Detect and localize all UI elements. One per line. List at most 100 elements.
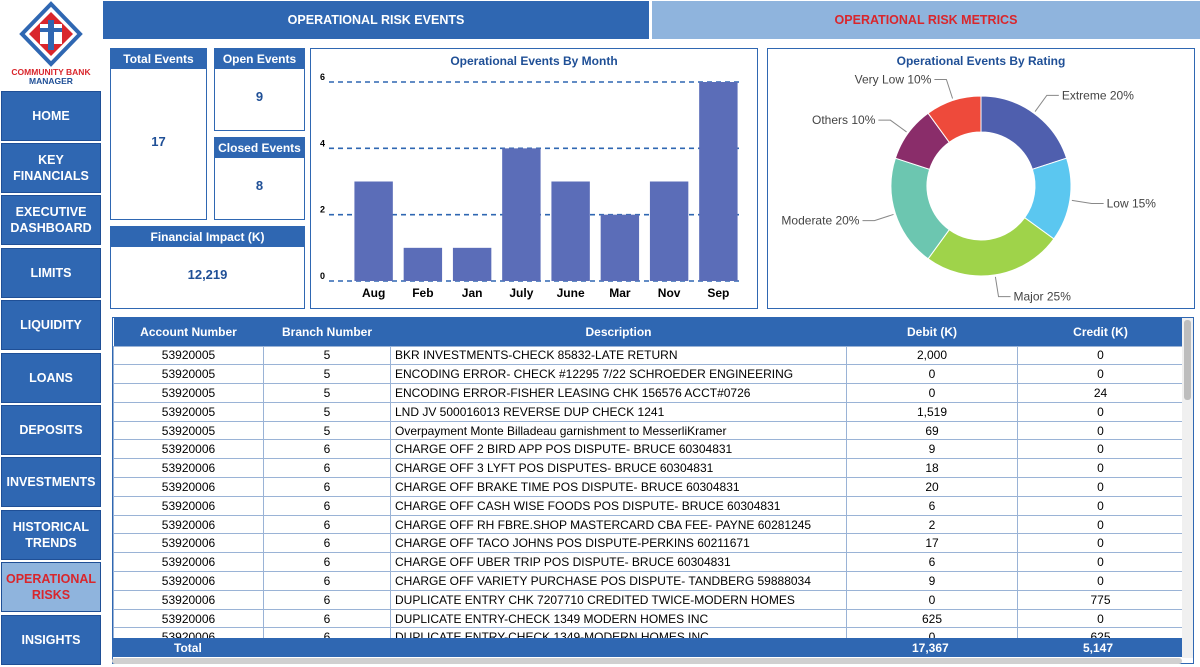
slice-leader-line: [934, 78, 954, 99]
cell-debit: 2,000: [846, 345, 1018, 366]
bar-jan[interactable]: [452, 247, 492, 281]
events-by-rating-chart: Extreme 20% Low 15% Major 25% Moderate 20% O…: [781, 72, 1156, 303]
slice-very[interactable]: [927, 95, 982, 144]
kpi-closed-events: Closed Events 8: [214, 137, 305, 220]
total-credit: 5,147: [1083, 641, 1114, 655]
cell-description: Overpayment Monte Billadeau garnishment …: [390, 420, 847, 441]
table-row[interactable]: 53920006 6 CHARGE OFF 3 LYFT POS DISPUTES-…: [113, 458, 1184, 479]
x-tick-label: Sep: [707, 286, 729, 300]
nav-insights[interactable]: INSIGHTS: [1, 615, 101, 665]
cell-credit: 0: [1017, 401, 1184, 422]
x-tick-label: Jan: [462, 286, 483, 300]
tab-operational-risk-events[interactable]: OPERATIONAL RISK EVENTS: [103, 1, 649, 39]
cell-branch-number: 6: [263, 589, 391, 610]
col-debit[interactable]: Debit (K): [846, 318, 1018, 346]
y-tick-label: 2: [320, 205, 325, 215]
table-row[interactable]: 53920006 6 CHARGE OFF TACO JOHNS POS DISPU…: [113, 533, 1184, 554]
col-credit[interactable]: Credit (K): [1017, 318, 1184, 346]
cell-branch-number: 6: [263, 477, 391, 497]
slice-leader-line: [878, 119, 907, 133]
cell-debit: 0: [846, 589, 1018, 610]
cell-debit: 625: [846, 608, 1018, 629]
y-tick-label: 4: [320, 138, 325, 148]
tab-operational-risk-metrics[interactable]: OPERATIONAL RISK METRICS: [652, 1, 1200, 39]
kpi-financial-impact-label: Financial Impact (K): [111, 227, 304, 247]
kpi-total-events-label: Total Events: [111, 49, 206, 69]
cell-account-number: 53920006: [113, 533, 264, 554]
kpi-financial-impact: Financial Impact (K) 12,219: [110, 226, 305, 309]
cell-debit: 20: [846, 477, 1018, 497]
cell-branch-number: 6: [263, 495, 391, 516]
nav-executive-dashboard[interactable]: EXECUTIVE DASHBOARD: [1, 195, 101, 245]
table-vertical-scrollbar[interactable]: [1182, 318, 1193, 658]
table-row[interactable]: 53920006 6 DUPLICATE ENTRY CHK 7207710 CRE…: [113, 589, 1184, 610]
nav-limits[interactable]: LIMITS: [1, 248, 101, 298]
table-row[interactable]: 53920006 6 DUPLICATE ENTRY-CHECK 1349 MODE…: [113, 608, 1184, 629]
cell-account-number: 53920005: [113, 383, 264, 403]
cell-description: CHARGE OFF UBER TRIP POS DISPUTE- BRUCE …: [390, 552, 847, 573]
nav-key-financials[interactable]: KEY FINANCIALS: [1, 143, 101, 193]
bar-july[interactable]: [502, 148, 541, 281]
cell-branch-number: 5: [263, 383, 391, 403]
cell-branch-number: 5: [263, 345, 391, 366]
cell-credit: 0: [1017, 345, 1184, 366]
table-row[interactable]: 53920006 6 CHARGE OFF BRAKE TIME POS DISPU…: [113, 477, 1184, 497]
col-branch-number[interactable]: Branch Number: [263, 318, 391, 346]
bar-mar[interactable]: [600, 214, 640, 281]
nav-historical-trends[interactable]: HISTORICAL TRENDS: [1, 510, 101, 560]
slice-extreme[interactable]: [980, 95, 1068, 170]
cell-credit: 0: [1017, 552, 1184, 573]
cell-branch-number: 6: [263, 571, 391, 591]
events-by-month-chart: 0 2 4 6 Aug Feb Jan July June Mar Nov Sep: [320, 72, 743, 300]
kpi-open-events: Open Events 9: [214, 48, 305, 131]
slice-major[interactable]: [927, 217, 1055, 277]
cell-description: DUPLICATE ENTRY-CHECK 1349 MODERN HOMES …: [390, 608, 847, 629]
cell-account-number: 53920006: [113, 495, 264, 516]
cell-debit: 2: [846, 514, 1018, 535]
nav-investments[interactable]: INVESTMENTS: [1, 457, 101, 507]
table-row[interactable]: 53920006 6 CHARGE OFF RH FBRE.SHOP MASTERC…: [113, 514, 1184, 535]
cell-description: CHARGE OFF TACO JOHNS POS DISPUTE-PERKIN…: [390, 533, 847, 554]
col-description[interactable]: Description: [390, 318, 847, 346]
table-row[interactable]: 53920006 6 CHARGE OFF UBER TRIP POS DISPUT…: [113, 552, 1184, 573]
nav-liquidity[interactable]: LIQUIDITY: [1, 300, 101, 350]
nav-loans[interactable]: LOANS: [1, 353, 101, 403]
table-row[interactable]: 53920006 6 CHARGE OFF CASH WISE FOODS POS …: [113, 495, 1184, 516]
bar-sep[interactable]: [699, 82, 738, 281]
slice-label: Extreme 20%: [1062, 88, 1134, 102]
table-scroll-thumb[interactable]: [1184, 320, 1191, 400]
cell-debit: 1,519: [846, 401, 1018, 422]
cell-description: BKR INVESTMENTS-CHECK 85832-LATE RETURN: [390, 345, 847, 366]
nav-operational-risks[interactable]: OPERATIONAL RISKS: [1, 562, 101, 612]
x-tick-label: June: [557, 286, 585, 300]
cell-credit: 0: [1017, 439, 1184, 460]
cell-account-number: 53920005: [113, 364, 264, 385]
table-row[interactable]: 53920005 5 Overpayment Monte Billadeau gar…: [113, 420, 1184, 441]
cell-description: ENCODING ERROR-FISHER LEASING CHK 156576…: [390, 383, 847, 403]
nav-deposits[interactable]: DEPOSITS: [1, 405, 101, 455]
table-row[interactable]: 53920006 6 CHARGE OFF 2 BIRD APP POS DISPU…: [113, 439, 1184, 460]
cell-account-number: 53920005: [113, 345, 264, 366]
cell-branch-number: 6: [263, 439, 391, 460]
bar-june[interactable]: [551, 181, 590, 282]
bar-aug[interactable]: [354, 181, 393, 282]
nav-home[interactable]: HOME: [1, 91, 101, 141]
table-row[interactable]: 53920005 5 ENCODING ERROR- CHECK #12295 7/…: [113, 364, 1184, 385]
slice-leader-line: [1071, 199, 1104, 205]
table-row[interactable]: 53920005 5 ENCODING ERROR-FISHER LEASING C…: [113, 383, 1184, 403]
events-by-month-panel: Operational Events By Month 0 2 4 6 Aug Feb Ja…: [310, 48, 758, 309]
table-horizontal-scrollbar[interactable]: [112, 658, 1182, 664]
col-account-number[interactable]: Account Number: [113, 318, 264, 346]
cell-credit: 0: [1017, 420, 1184, 441]
bar-nov[interactable]: [649, 181, 689, 282]
table-row[interactable]: 53920006 6 CHARGE OFF VARIETY PURCHASE POS…: [113, 571, 1184, 591]
cell-branch-number: 5: [263, 364, 391, 385]
bar-feb[interactable]: [403, 247, 443, 281]
table-row[interactable]: 53920005 5 BKR INVESTMENTS-CHECK 85832-LAT…: [113, 345, 1184, 366]
table-row[interactable]: 53920005 5 LND JV 500016013 REVERSE DUP CH…: [113, 401, 1184, 422]
y-tick-label: 0: [320, 271, 325, 281]
events-by-rating-title: Operational Events By Rating: [896, 54, 1066, 68]
cell-description: ENCODING ERROR- CHECK #12295 7/22 SCHROE…: [390, 364, 847, 385]
cell-debit: 69: [846, 420, 1018, 441]
